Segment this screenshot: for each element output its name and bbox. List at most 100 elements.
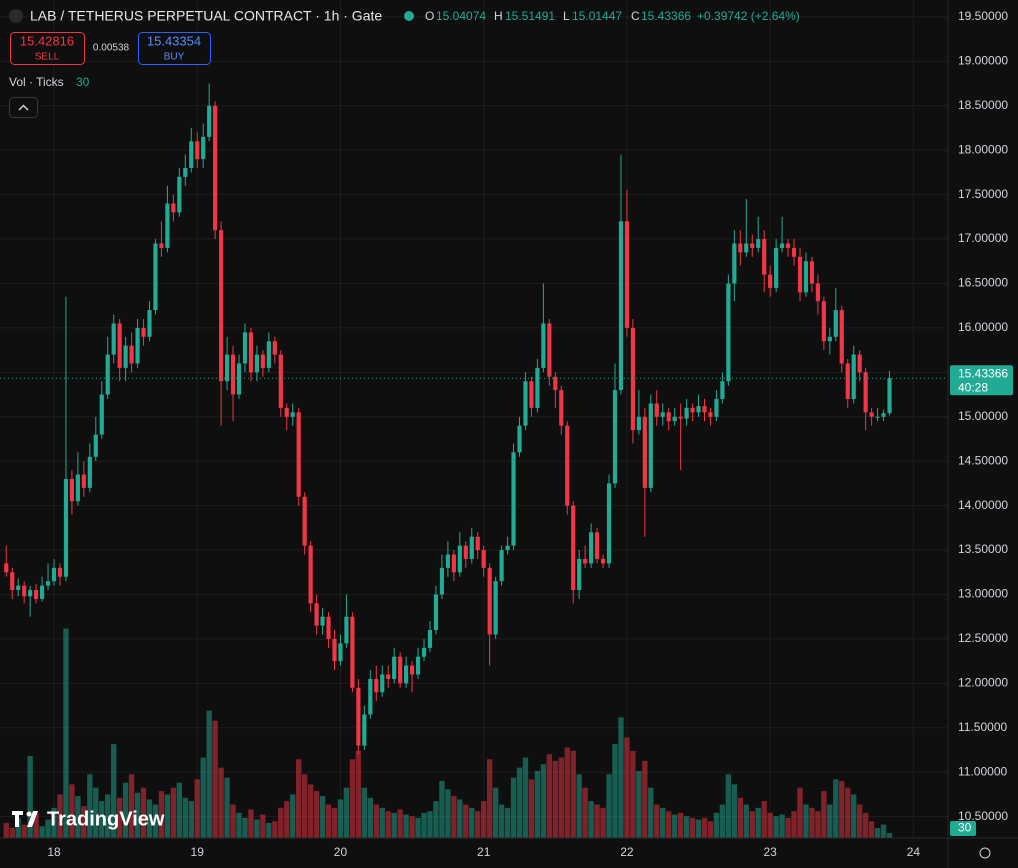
- volume-bar: [707, 821, 714, 838]
- candle-body: [266, 341, 271, 368]
- volume-bar: [463, 804, 469, 838]
- y-tick-label: 18.50000: [958, 98, 1008, 112]
- sell-button[interactable]: [10, 32, 85, 65]
- volume-bar: [331, 807, 338, 838]
- candle-body: [600, 558, 606, 564]
- candle-body: [869, 412, 874, 417]
- volume-bar: [504, 807, 511, 838]
- candle-body: [28, 590, 33, 597]
- volume-bar: [856, 804, 863, 838]
- y-tick-label: 16.00000: [958, 320, 1008, 334]
- volume-bar: [230, 804, 236, 838]
- candle-body: [362, 714, 367, 746]
- candle-body: [189, 141, 194, 168]
- candle-body: [159, 243, 164, 248]
- volume-bar: [134, 792, 141, 838]
- volume-bar: [158, 791, 165, 838]
- logo-mark: [27, 811, 38, 827]
- volume-bar: [666, 811, 672, 838]
- volume-bar: [612, 744, 618, 838]
- settings-icon[interactable]: [979, 847, 991, 859]
- volume-bar: [815, 811, 821, 838]
- logo-text: TradingView: [47, 808, 165, 830]
- candle-body: [797, 256, 803, 293]
- volume-bar: [624, 737, 630, 838]
- volume-bar: [260, 814, 266, 838]
- volume-bar: [451, 796, 457, 838]
- volume-bar: [821, 791, 827, 838]
- volume-bar: [791, 811, 797, 838]
- volume-bar: [797, 787, 803, 838]
- close-label: C: [631, 9, 640, 23]
- candle-body: [559, 390, 564, 426]
- volume-bar: [128, 774, 135, 838]
- volume-bar: [433, 801, 439, 838]
- candle-body: [851, 354, 856, 400]
- candle-body: [857, 354, 862, 373]
- symbol-icon: [9, 9, 23, 23]
- low-value: 15.01447: [572, 9, 622, 23]
- volume-bar: [242, 817, 248, 838]
- candle-body: [153, 243, 158, 311]
- x-tick-label: 22: [620, 845, 634, 859]
- open-label: O: [425, 9, 434, 23]
- candle-body: [481, 550, 486, 568]
- volume-bar: [421, 812, 427, 838]
- candle-body: [75, 474, 80, 502]
- countdown: 40:28: [958, 380, 988, 394]
- buy-button[interactable]: [138, 32, 211, 65]
- candle-body: [207, 105, 212, 137]
- volume-bar: [57, 794, 63, 838]
- y-tick-label: 18.00000: [958, 142, 1008, 156]
- volume-bar: [427, 811, 433, 838]
- candle-body: [195, 141, 200, 160]
- volume-bar: [21, 824, 27, 838]
- volume-bar: [457, 799, 463, 838]
- candle-body: [332, 638, 337, 662]
- candle-body: [887, 378, 892, 414]
- candle-body: [171, 203, 176, 213]
- candle-body: [708, 412, 713, 417]
- candle-body: [201, 136, 206, 160]
- status-dot: [404, 11, 414, 21]
- candle-body: [248, 332, 254, 373]
- volume-bar: [182, 797, 188, 838]
- candle-body: [368, 678, 373, 715]
- candle-body: [290, 412, 295, 417]
- candle-body: [756, 239, 761, 248]
- candle-body: [165, 203, 170, 248]
- candle-body: [111, 323, 116, 355]
- collapse-button[interactable]: [9, 97, 38, 118]
- volume-bar: [660, 807, 666, 838]
- volume-bar: [33, 812, 39, 838]
- candle-body: [469, 536, 474, 559]
- volume-bar: [492, 787, 499, 838]
- volume-bar: [671, 814, 678, 838]
- volume-bar: [15, 817, 21, 838]
- volume-bar: [296, 759, 302, 838]
- candle-body: [457, 545, 462, 573]
- volume-bar: [809, 807, 815, 838]
- candle-body: [57, 567, 63, 577]
- candle-body: [224, 354, 230, 382]
- volume-bar: [886, 832, 893, 838]
- candle-body: [648, 403, 653, 488]
- volume-bar: [63, 628, 69, 838]
- y-tick-label: 14.00000: [958, 498, 1008, 512]
- volume-bar: [546, 754, 553, 838]
- last-price-label: 15.43366: [958, 366, 1008, 380]
- candle-body: [583, 558, 588, 564]
- volume-bar: [642, 760, 648, 838]
- candle-body: [183, 167, 188, 177]
- volume-bar: [379, 807, 385, 838]
- candle-body: [236, 363, 242, 395]
- volume-bar: [81, 806, 87, 838]
- candle-body: [4, 563, 9, 573]
- volume-bar: [313, 791, 320, 838]
- candle-body: [117, 323, 122, 368]
- volume-bar: [749, 811, 755, 838]
- candle-body: [69, 478, 75, 502]
- candle-body: [606, 483, 612, 564]
- candle-body: [845, 363, 850, 400]
